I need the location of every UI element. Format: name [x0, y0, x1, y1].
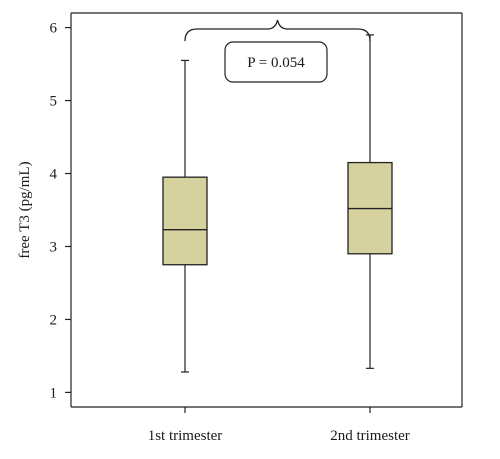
significance-brace	[184, 19, 371, 42]
box-series	[162, 34, 393, 373]
x-category-label: 1st trimester	[148, 428, 223, 444]
x-category-label: 2nd trimester	[330, 428, 410, 444]
y-tick-label: 2	[50, 312, 58, 328]
p-value-label: P = 0.054	[247, 55, 305, 71]
y-tick-label: 1	[50, 385, 58, 401]
y-axis-ticks: 1 2 3 4 5 6	[50, 21, 71, 401]
box-1	[162, 59, 208, 373]
box-2	[347, 34, 393, 369]
y-tick-label: 4	[50, 167, 58, 183]
y-tick-label: 6	[50, 21, 58, 37]
y-axis-title: free T3 (pg/mL)	[17, 161, 33, 258]
x-axis-ticks: 1st trimester 2nd trimester	[148, 407, 410, 444]
y-tick-label: 5	[50, 94, 58, 110]
iqr-box	[162, 176, 208, 266]
p-value-box	[224, 41, 328, 83]
y-tick-label: 3	[50, 239, 58, 255]
